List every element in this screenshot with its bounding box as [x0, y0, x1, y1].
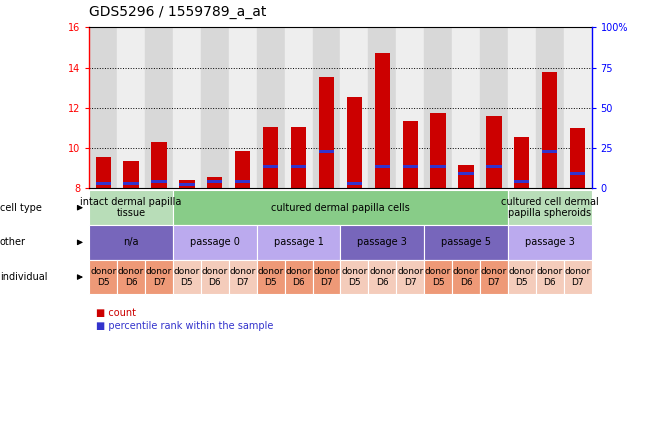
Bar: [173, 27, 201, 188]
Bar: [424, 27, 452, 188]
Text: donor
D7: donor D7: [229, 267, 256, 287]
Bar: [263, 165, 278, 168]
Bar: [452, 27, 480, 188]
Bar: [340, 27, 368, 188]
Bar: [346, 97, 362, 188]
Text: ■ percentile rank within the sample: ■ percentile rank within the sample: [96, 321, 273, 331]
Bar: [458, 172, 474, 175]
Bar: [95, 182, 111, 185]
Text: donor
D7: donor D7: [397, 267, 423, 287]
Bar: [95, 157, 111, 188]
Text: passage 3: passage 3: [358, 237, 407, 247]
Bar: [179, 183, 194, 186]
Bar: [256, 27, 285, 188]
Bar: [179, 180, 194, 188]
Text: passage 5: passage 5: [441, 237, 491, 247]
Bar: [235, 180, 251, 183]
Bar: [508, 27, 536, 188]
Bar: [570, 172, 586, 175]
Bar: [124, 182, 139, 185]
Text: cultured dermal papilla cells: cultured dermal papilla cells: [271, 203, 410, 213]
Text: donor
D7: donor D7: [313, 267, 340, 287]
Text: donor
D7: donor D7: [481, 267, 507, 287]
Text: passage 0: passage 0: [190, 237, 240, 247]
Bar: [151, 180, 167, 183]
Text: passage 3: passage 3: [525, 237, 574, 247]
Bar: [313, 27, 340, 188]
Bar: [542, 150, 557, 153]
Text: donor
D6: donor D6: [369, 267, 395, 287]
Bar: [430, 165, 446, 168]
Text: passage 1: passage 1: [274, 237, 323, 247]
Bar: [375, 165, 390, 168]
Bar: [396, 27, 424, 188]
Bar: [117, 27, 145, 188]
Bar: [403, 165, 418, 168]
Text: donor
D6: donor D6: [537, 267, 563, 287]
Bar: [291, 165, 306, 168]
Bar: [430, 113, 446, 188]
Bar: [151, 142, 167, 188]
Bar: [145, 27, 173, 188]
Text: cultured cell dermal
papilla spheroids: cultured cell dermal papilla spheroids: [501, 197, 599, 219]
Text: donor
D5: donor D5: [90, 267, 116, 287]
Bar: [319, 77, 334, 188]
Bar: [319, 150, 334, 153]
Text: donor
D6: donor D6: [453, 267, 479, 287]
Bar: [375, 52, 390, 188]
Bar: [346, 182, 362, 185]
Text: donor
D6: donor D6: [202, 267, 228, 287]
Bar: [403, 121, 418, 188]
Bar: [229, 27, 256, 188]
Text: GDS5296 / 1559789_a_at: GDS5296 / 1559789_a_at: [89, 5, 266, 19]
Text: donor
D6: donor D6: [118, 267, 144, 287]
Bar: [514, 180, 529, 183]
Bar: [542, 72, 557, 188]
Bar: [368, 27, 396, 188]
Text: donor
D5: donor D5: [174, 267, 200, 287]
Bar: [570, 128, 586, 188]
Text: donor
D5: donor D5: [425, 267, 451, 287]
Bar: [564, 27, 592, 188]
Text: donor
D7: donor D7: [146, 267, 172, 287]
Bar: [486, 116, 502, 188]
Text: donor
D5: donor D5: [258, 267, 284, 287]
Bar: [536, 27, 564, 188]
Text: donor
D5: donor D5: [341, 267, 368, 287]
Text: donor
D7: donor D7: [564, 267, 591, 287]
Bar: [514, 137, 529, 188]
Bar: [458, 165, 474, 188]
Bar: [124, 161, 139, 188]
Text: cell type: cell type: [0, 203, 42, 213]
Text: n/a: n/a: [124, 237, 139, 247]
Bar: [291, 127, 306, 188]
Text: other: other: [0, 237, 26, 247]
Bar: [207, 180, 223, 183]
Bar: [207, 177, 223, 188]
Text: donor
D5: donor D5: [509, 267, 535, 287]
Bar: [201, 27, 229, 188]
Text: ■ count: ■ count: [96, 308, 136, 319]
Text: donor
D6: donor D6: [286, 267, 312, 287]
Bar: [263, 127, 278, 188]
Bar: [480, 27, 508, 188]
Bar: [89, 27, 117, 188]
Text: individual: individual: [0, 272, 48, 282]
Bar: [235, 151, 251, 188]
Bar: [486, 165, 502, 168]
Text: intact dermal papilla
tissue: intact dermal papilla tissue: [81, 197, 182, 219]
Bar: [285, 27, 313, 188]
